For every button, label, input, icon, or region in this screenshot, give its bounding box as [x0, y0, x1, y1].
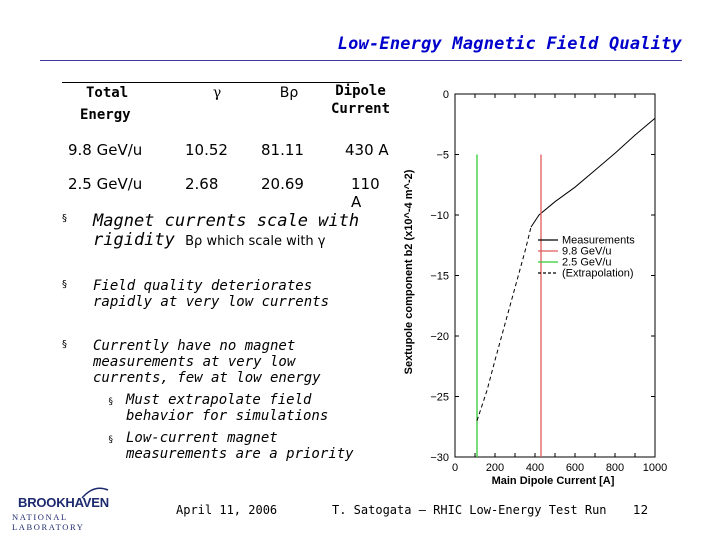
bullet-text: Field quality deteriorates rapidly at ve… — [93, 278, 330, 310]
table-top-rule — [62, 82, 359, 83]
logo-swoosh-icon — [81, 487, 109, 499]
cell-energy: 9.8 GeV/u — [68, 141, 143, 159]
x-tick-label: 600 — [566, 462, 584, 474]
header-energy-label: Energy — [80, 107, 131, 123]
cell-brho: 81.11 — [261, 141, 304, 159]
sub-bullet-marker: § — [108, 397, 114, 407]
x-tick-label: 0 — [452, 462, 458, 474]
footer-date: April 11, 2006 — [176, 503, 278, 517]
bullet-marker: § — [62, 339, 67, 350]
y-tick-label: −10 — [430, 210, 449, 222]
slide-title: Low-Energy Magnetic Field Quality — [337, 34, 682, 54]
header-total-energy: Total Energy — [62, 82, 181, 138]
sub-bullet-item: § Low-current magnet measurements are a … — [108, 430, 376, 462]
legend-entry: 2.5 GeV/u — [562, 257, 612, 269]
header-dipole-current: Dipole Current — [325, 82, 390, 138]
y-tick-label: −25 — [430, 392, 449, 404]
bullet-text: Currently have no magnet measurements at… — [93, 338, 321, 386]
series-3-line — [476, 226, 532, 421]
logo-lab: NATIONAL LABORATORY — [12, 512, 85, 532]
header-gamma: γ — [212, 85, 222, 101]
sub-bullet-text: Must extrapolate field behavior for simu… — [126, 392, 329, 424]
title-divider — [40, 60, 682, 61]
cell-current: 110 A — [351, 175, 380, 211]
header-total-label: Total — [86, 85, 129, 101]
y-tick-label: −15 — [430, 271, 449, 283]
sub-bullet-text: Low-current magnet measurements are a pr… — [126, 430, 354, 462]
legend-entry: Measurements — [562, 235, 635, 247]
cell-brho: 20.69 — [261, 175, 304, 193]
bullet-text-tail: Bρ which scale with γ — [185, 234, 326, 249]
bullet-marker: § — [62, 279, 67, 290]
cell-gamma: 10.52 — [185, 141, 228, 159]
sextupole-chart: 0 200 400 600 800 1000 0 −5 −10 −15 −20 −25 −30 Measu… — [403, 89, 667, 487]
table-row: 2.5 GeV/u 2.68 20.69 110 A — [62, 172, 390, 211]
footer-author: T. Satogata – RHIC Low-Energy Test Run — [332, 503, 607, 517]
cell-energy: 2.5 GeV/u — [68, 175, 143, 193]
cell-gamma: 2.68 — [185, 175, 219, 193]
chart-ylabel: Sextupole component b2 (x10^-4 m^-2) — [403, 169, 415, 374]
bullet-text: Magnet currents scale with rigidity Bρ w… — [93, 212, 383, 251]
brookhaven-logo: BROOKHAVEN NATIONAL LABORATORY — [10, 487, 132, 532]
table-row: 9.8 GeV/u 10.52 81.11 430 A — [62, 138, 390, 172]
x-tick-label: 400 — [526, 462, 544, 474]
legend-entry: 9.8 GeV/u — [562, 246, 612, 258]
legend-entry: (Extrapolation) — [562, 268, 634, 280]
logo-name: BROOKHAVEN — [18, 495, 109, 510]
x-tick-label: 1000 — [643, 462, 667, 474]
page-number: 12 — [633, 503, 649, 517]
sub-bullet-marker: § — [108, 435, 114, 445]
chart-xlabel: Main Dipole Current [A] — [492, 475, 615, 487]
energy-table: Total Energy γ Bρ Dipole Current 9.8 GeV… — [62, 82, 390, 211]
bullet-marker: § — [62, 213, 67, 224]
header-current-label: Current — [331, 101, 391, 117]
x-tick-label: 200 — [486, 462, 504, 474]
y-tick-label: −20 — [430, 331, 449, 343]
cell-current: 430 A — [345, 141, 389, 159]
y-tick-label: 0 — [443, 89, 449, 101]
bullet-text-main: Magnet currents scale with rigidity — [93, 211, 360, 250]
header-brho: Bρ — [279, 85, 299, 101]
sub-bullet-item: § Must extrapolate field behavior for si… — [108, 392, 376, 424]
header-dipole-label: Dipole — [335, 83, 386, 99]
y-tick-label: −5 — [436, 150, 449, 162]
x-tick-label: 800 — [606, 462, 624, 474]
series-0-line — [530, 117, 656, 228]
table-header-row: Total Energy γ Bρ Dipole Current — [62, 82, 390, 138]
y-tick-label: −30 — [430, 452, 449, 464]
